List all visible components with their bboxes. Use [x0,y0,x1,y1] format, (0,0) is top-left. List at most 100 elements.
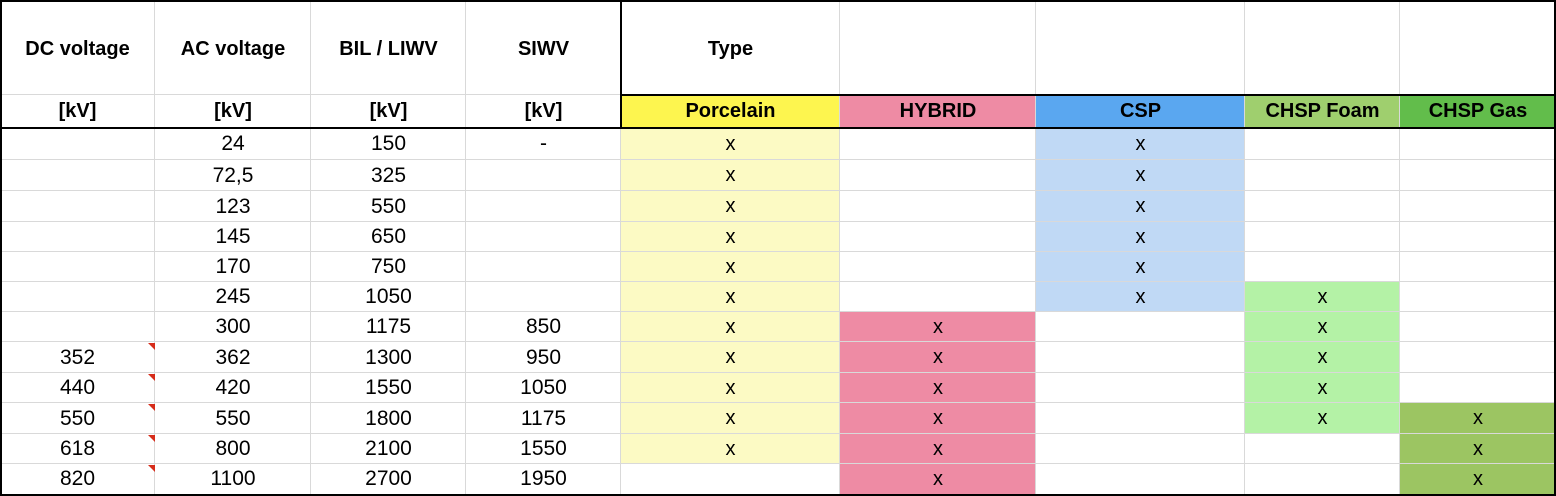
type-mark: x [1317,376,1328,399]
type-mark: x [933,437,943,460]
grid-line [0,190,1556,191]
ac-value: 550 [215,406,251,430]
type-mark: x [725,132,736,155]
type-mark [1245,128,1400,160]
type-header-hybrid[interactable]: HYBRID [840,95,1036,128]
type-mark [1400,373,1556,403]
grid-line [465,0,466,496]
ac-value: 123 [215,194,251,218]
type-mark: x [725,285,736,308]
comment-indicator[interactable] [148,435,155,442]
grid-line [0,281,1556,282]
siwv-value [466,160,621,191]
type-mark [1400,222,1556,252]
type-mark [1245,252,1400,282]
type-mark: x [1135,285,1146,308]
type-fill-chsp-foam [1245,373,1400,403]
type-mark [1245,222,1400,252]
type-mark: x [1135,164,1146,186]
type-fill-porcelain [621,342,840,373]
type-mark [1036,434,1245,464]
type-header-chsp-foam[interactable]: CHSP Foam [1245,95,1400,128]
type-mark: x [1473,467,1483,490]
type-mark: x [725,376,736,399]
type-mark: x [1317,407,1328,429]
type-mark [1245,160,1400,191]
type-mark [1036,373,1245,403]
grid-line [310,0,311,496]
comment-indicator[interactable] [148,343,155,350]
dc-value: 618 [59,437,96,460]
dc-value: 820 [59,467,96,490]
type-fill-hybrid [840,464,1036,494]
type-fill-porcelain [621,128,840,160]
type-mark: x [725,225,736,248]
type-mark: x [1317,315,1328,338]
dc-value [0,160,155,191]
type-mark: x [1135,132,1146,155]
type-mark [1400,252,1556,282]
type-header-chsp-gas[interactable]: CHSP Gas [1400,95,1556,128]
bil-value: 1300 [365,345,412,369]
table-border [620,0,622,128]
type-fill-porcelain [621,191,840,222]
siwv-value [466,222,621,252]
ac-value: 170 [215,255,251,278]
type-fill-chsp-gas [1400,434,1556,464]
type-fill-csp [1036,222,1245,252]
type-mark [1036,312,1245,342]
comment-indicator[interactable] [148,465,155,472]
dc-column-title[interactable]: DC voltage [25,37,130,60]
type-fill-chsp-foam [1245,312,1400,342]
siwv-column-unit: [kV] [524,100,563,122]
ac-value: 300 [215,315,251,338]
type-mark [840,191,1036,222]
type-header-porcelain[interactable]: Porcelain [621,95,840,128]
siwv-column-title[interactable]: SIWV [517,37,570,60]
type-mark [840,252,1036,282]
type-fill-csp [1036,191,1245,222]
type-header-csp[interactable]: CSP [1036,95,1245,128]
siwv-value: 950 [525,345,562,369]
type-fill-porcelain [621,282,840,312]
siwv-value: 1050 [520,376,567,399]
type-mark [1036,464,1245,494]
type-column-title[interactable]: Type [707,37,754,60]
type-mark [621,464,840,494]
grid-line [0,433,1556,434]
type-fill-hybrid [840,342,1036,373]
type-fill-porcelain [621,160,840,191]
type-mark [1400,312,1556,342]
grid-line [0,402,1556,403]
type-fill-csp [1036,252,1245,282]
type-mark [1400,128,1556,160]
type-fill-porcelain [621,312,840,342]
comment-indicator[interactable] [148,374,155,381]
siwv-value: 1175 [520,406,567,430]
ac-value: 245 [215,285,251,308]
siwv-value: 850 [525,315,562,338]
type-mark: x [1135,195,1146,217]
bil-value: 750 [370,255,407,278]
grid-line [0,221,1556,222]
type-fill-hybrid [840,312,1036,342]
dc-value: 550 [59,406,96,430]
type-mark: x [725,255,736,278]
bil-column-title[interactable]: BIL / LIWV [339,37,438,60]
type-mark [1400,342,1556,373]
ac-value: 1100 [210,467,256,490]
type-mark [1400,191,1556,222]
bil-value: 1550 [365,376,412,399]
ac-column-unit: [kV] [214,100,252,122]
ac-column-title[interactable]: AC voltage [180,37,286,60]
comment-indicator[interactable] [148,404,155,411]
grid-line [0,341,1556,342]
type-mark: x [1135,255,1146,278]
table-border [0,494,1556,496]
ac-value: 420 [215,376,251,399]
type-mark [840,222,1036,252]
type-fill-porcelain [621,222,840,252]
siwv-value: 1550 [520,437,567,460]
type-fill-porcelain [621,403,840,434]
